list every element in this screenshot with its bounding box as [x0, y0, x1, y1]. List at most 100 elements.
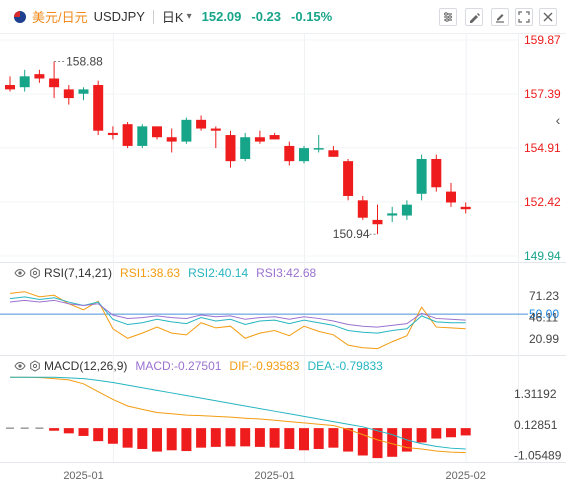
price-tick-label: 149.94	[524, 249, 561, 263]
candle-body	[122, 124, 133, 146]
candle-body	[107, 132, 118, 136]
candle-body	[152, 126, 162, 138]
candle-body	[49, 78, 60, 88]
dif-legend: DIF:-0.93583	[229, 359, 300, 373]
macd-bar	[269, 428, 280, 448]
candle-body	[313, 148, 324, 150]
macd-legend: MACD:-0.27501	[135, 359, 222, 373]
candle-body	[5, 85, 15, 90]
rsi-series-line	[9, 299, 466, 328]
rsi2-legend: RSI2:40.14	[188, 266, 249, 280]
macd-bar	[137, 428, 148, 449]
candle-body	[210, 128, 221, 131]
macd-title: MACD(12,26,9)	[44, 359, 128, 373]
rsi-tick-label: 50.00	[529, 307, 559, 321]
macd-bar	[240, 428, 251, 447]
settings-icon[interactable]	[29, 360, 41, 372]
x-tick-label: 2025-01	[254, 470, 294, 482]
macd-bar	[313, 428, 324, 449]
macd-bar	[181, 428, 192, 452]
price-change-pct: -0.15%	[291, 9, 333, 24]
close-icon[interactable]	[539, 8, 557, 26]
candle-body	[372, 219, 383, 225]
price-tick-label: 152.42	[524, 195, 561, 209]
low-annotation: 150.94	[333, 227, 370, 241]
draw-icon[interactable]	[465, 8, 483, 26]
candle-body	[431, 158, 442, 188]
rsi-tick-label: 46.11	[529, 310, 558, 324]
rsi-series-line	[9, 291, 466, 350]
rsi-title: RSI(7,14,21)	[44, 266, 113, 280]
candle-body	[254, 137, 265, 142]
candle-body	[78, 89, 89, 94]
usd-jpy-flag-icon	[14, 10, 26, 23]
macd-series-line	[10, 376, 466, 454]
macd-bar	[372, 428, 383, 459]
macd-bar	[122, 428, 133, 448]
candle-body	[93, 85, 104, 131]
chevron-left-icon[interactable]: ‹	[555, 112, 561, 128]
macd-bar	[328, 428, 339, 448]
high-annotation: 158.88	[66, 55, 103, 69]
candle-body	[299, 148, 309, 162]
candle-body	[137, 126, 148, 146]
adjust-icon[interactable]	[439, 8, 457, 26]
macd-bar	[107, 428, 118, 444]
rsi-series-line	[9, 296, 466, 334]
macd-header: MACD(12,26,9) MACD:-0.27501 DIF:-0.93583…	[14, 359, 383, 373]
edit-icon[interactable]	[491, 8, 509, 26]
x-tick-label: 2025-02	[446, 470, 486, 482]
candle-body	[269, 135, 280, 140]
x-tick-label: 2025-01	[63, 470, 103, 482]
macd-bar	[225, 428, 236, 447]
pair-name[interactable]: 美元/日元	[32, 10, 88, 25]
fullscreen-icon[interactable]	[515, 8, 533, 26]
divider	[152, 9, 154, 24]
eye-icon[interactable]	[14, 360, 26, 372]
price-tick-label: 157.39	[524, 87, 561, 101]
rsi-tick-label: 71.23	[529, 289, 559, 303]
dea-legend: DEA:-0.79833	[307, 359, 383, 373]
macd-bar	[416, 428, 427, 443]
candle-body	[416, 158, 427, 194]
symbol-code: USDJPY	[93, 9, 145, 24]
macd-bar	[93, 428, 104, 442]
rsi-tick-label: 20.99	[529, 332, 559, 346]
candle-body	[401, 204, 412, 216]
macd-tick-label: 1.31192	[514, 387, 557, 401]
macd-bar	[166, 428, 177, 451]
macd-bar	[254, 428, 265, 447]
macd-bar	[460, 428, 471, 436]
macd-bar	[431, 428, 442, 439]
chevron-down-icon[interactable]: ▾	[186, 11, 192, 22]
macd-bar	[152, 428, 162, 452]
macd-tick-label: 0.12851	[514, 418, 558, 432]
rsi1-legend: RSI1:38.63	[120, 266, 181, 280]
candle-body	[225, 135, 236, 162]
price-tick-label: 159.87	[524, 33, 561, 47]
macd-bar	[63, 428, 74, 434]
candle-body	[357, 200, 368, 218]
macd-tick-label: -1.05489	[514, 449, 562, 463]
macd-bar	[357, 428, 368, 456]
settings-icon[interactable]	[29, 267, 41, 279]
macd-bar	[49, 428, 60, 431]
candle-body	[34, 74, 45, 79]
period-selector[interactable]: 日K	[161, 10, 184, 25]
candle-body	[181, 119, 192, 142]
candle-body	[196, 119, 207, 129]
eye-icon[interactable]	[14, 267, 26, 279]
macd-bar	[210, 428, 221, 447]
macd-bar	[78, 428, 89, 436]
candle-body	[166, 137, 177, 142]
macd-bar	[387, 428, 398, 457]
candle-body	[460, 206, 471, 210]
price-change: -0.23	[251, 9, 282, 24]
candle-body	[446, 191, 456, 203]
macd-bar	[196, 428, 207, 448]
candle-body	[387, 213, 398, 216]
macd-bar	[299, 428, 309, 451]
rsi-header: RSI(7,14,21) RSI1:38.63 RSI2:40.14 RSI3:…	[14, 266, 316, 280]
price-tick-label: 154.91	[524, 141, 561, 155]
